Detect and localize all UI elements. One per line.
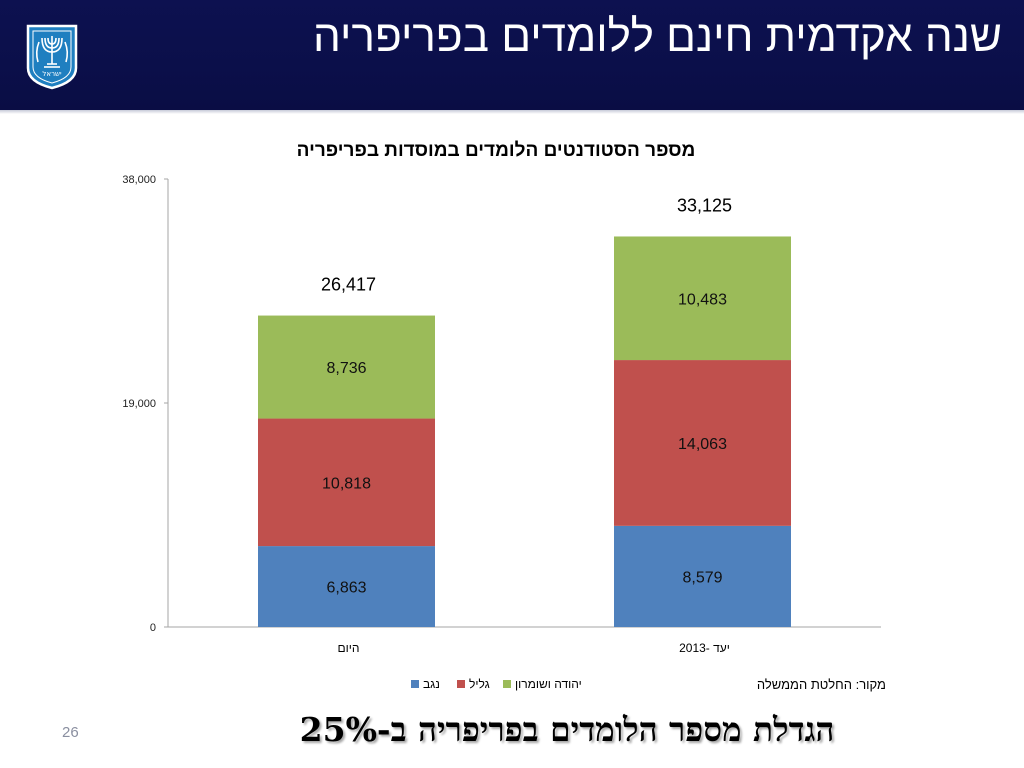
state-emblem-icon: ישראל — [26, 24, 78, 90]
bar-segment — [258, 315, 435, 419]
y-tick-label: 0 — [150, 622, 156, 634]
bar-value-label: 6,863 — [326, 580, 366, 597]
page-number: 26 — [62, 724, 79, 741]
svg-text:ישראל: ישראל — [42, 70, 62, 78]
legend-label: יהודה ושומרון — [515, 677, 582, 691]
bar-segment — [614, 236, 791, 361]
legend-swatch — [503, 680, 511, 688]
bar-total-label: 26,417 — [321, 275, 376, 295]
y-tick-label: 19,000 — [122, 398, 156, 410]
x-category-label: יעד -2013 — [679, 641, 730, 655]
bar-value-label: 10,818 — [322, 475, 371, 492]
plot-area: 0 19,000 38,000 6,863 10,818 8,736 26,417 היום 8… — [122, 174, 886, 692]
stacked-bar-chart: מספר הסטודנטים הלומדים במוסדות בפריפריה … — [122, 140, 886, 692]
legend-label: גליל — [469, 677, 490, 691]
y-tick-label: 38,000 — [122, 174, 156, 186]
slide-title: שנה אקדמית חינם ללומדים בפריפריה — [313, 12, 1002, 61]
bar-segment — [258, 546, 435, 627]
bar-value-label: 10,483 — [678, 291, 727, 308]
bar-segment — [614, 525, 791, 627]
legend-label: נגב — [423, 677, 440, 691]
source-note: מקור: החלטת הממשלה — [757, 677, 886, 692]
legend-swatch — [411, 680, 419, 688]
bar-value-label: 14,063 — [678, 436, 727, 453]
bar-total-label: 33,125 — [677, 195, 732, 215]
x-category-label: היום — [338, 641, 360, 655]
bar-segment — [614, 360, 791, 526]
chart-title: מספר הסטודנטים הלומדים במוסדות בפריפריה — [297, 140, 696, 161]
bar-value-label: 8,579 — [682, 569, 722, 586]
bar-segment — [258, 418, 435, 547]
footer-headline: הגדלת מספר הלומדים בפריפריה ב-25% — [299, 710, 835, 749]
header-divider — [0, 110, 1024, 114]
bar-value-label: 8,736 — [326, 360, 366, 377]
header-bar — [0, 0, 1024, 110]
legend-swatch — [457, 680, 465, 688]
